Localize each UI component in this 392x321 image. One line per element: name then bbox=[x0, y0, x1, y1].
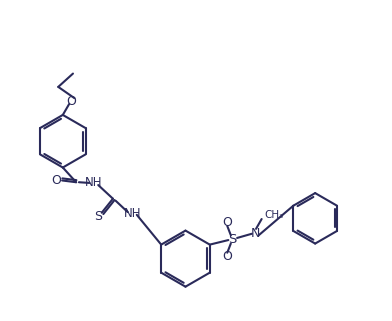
Text: O: O bbox=[51, 174, 61, 187]
Text: NH: NH bbox=[85, 177, 102, 189]
Text: S: S bbox=[94, 210, 102, 223]
Text: N: N bbox=[250, 227, 260, 239]
Text: CH₃: CH₃ bbox=[265, 210, 284, 220]
Text: S: S bbox=[229, 233, 237, 246]
Text: NH: NH bbox=[123, 207, 141, 220]
Text: O: O bbox=[222, 216, 232, 229]
Text: O: O bbox=[222, 250, 232, 263]
Text: O: O bbox=[67, 95, 76, 108]
